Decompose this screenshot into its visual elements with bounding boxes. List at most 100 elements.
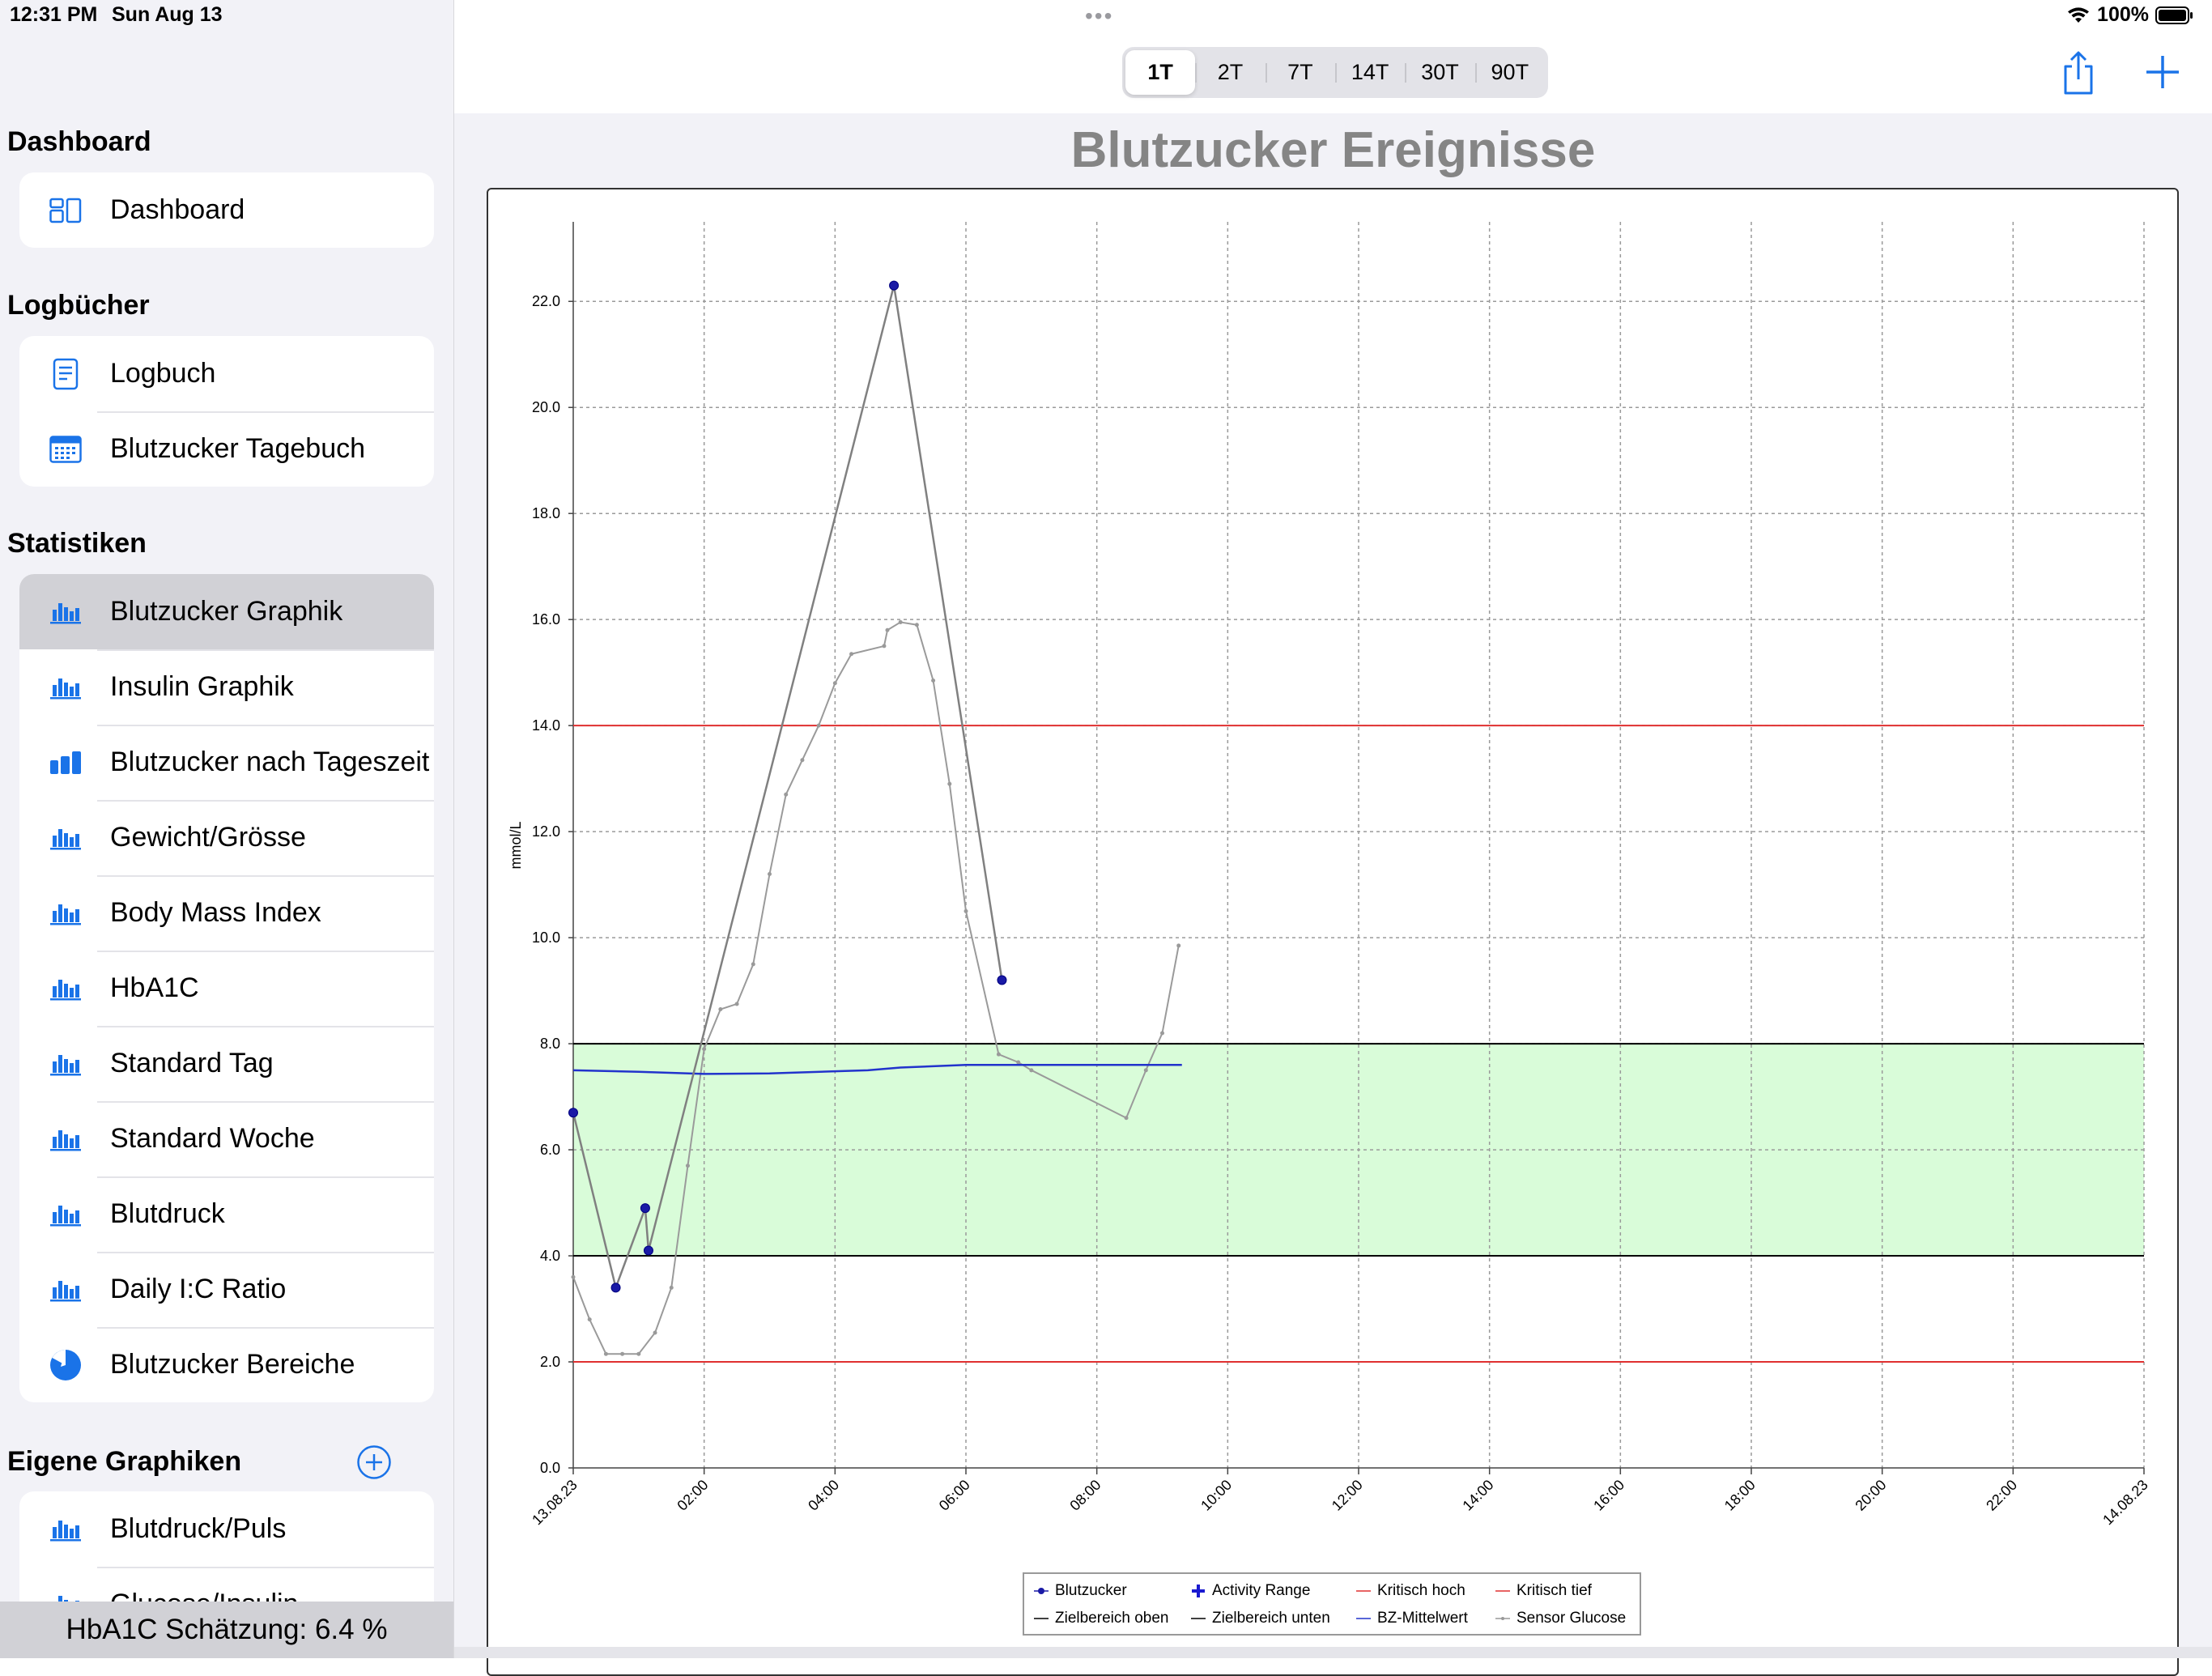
x-tick-label: 06:00 bbox=[936, 1477, 973, 1514]
x-tick-label: 18:00 bbox=[1721, 1477, 1759, 1514]
legend-line-icon bbox=[1495, 1590, 1510, 1592]
pie-chart-icon bbox=[49, 1348, 83, 1382]
x-tick-label: 14:00 bbox=[1460, 1477, 1497, 1514]
sidebar-item-label: Blutzucker Tagebuch bbox=[110, 433, 366, 464]
y-tick-label: 16.0 bbox=[532, 611, 560, 627]
legend-line-icon bbox=[1356, 1618, 1371, 1619]
data-point-blutzucker bbox=[568, 1108, 578, 1118]
sidebar-item-blutzucker-nach-tageszeit[interactable]: Blutzucker nach Tageszeit bbox=[19, 725, 434, 800]
x-tick-label: 20:00 bbox=[1853, 1477, 1890, 1514]
data-point-blutzucker bbox=[997, 975, 1007, 985]
y-axis-label: mmol/L bbox=[508, 821, 524, 869]
sidebar-item-blutzucker-bereiche[interactable]: Blutzucker Bereiche bbox=[19, 1327, 434, 1402]
blood-glucose-chart: 0.0 2.0 4.0 6.0 8.0 10.0 12.0 14.0 16.0 18.0 20.0 2… bbox=[508, 222, 2151, 1529]
data-point-sensor-glucose bbox=[931, 678, 936, 683]
status-time: 12:31 PM bbox=[10, 3, 98, 26]
legend-line-icon bbox=[1034, 1618, 1049, 1619]
sidebar-item-blutzucker-graphik[interactable]: Blutzucker Graphik bbox=[19, 574, 434, 649]
sidebar-item-insulin-graphik[interactable]: Insulin Graphik bbox=[19, 649, 434, 725]
bar-chart-icon bbox=[49, 1512, 83, 1546]
bar-chart-icon bbox=[49, 1047, 83, 1081]
hba1c-estimate-bar: HbA1C Schätzung: 6.4 % bbox=[0, 1602, 453, 1658]
legend-label: Zielbereich oben bbox=[1055, 1610, 1169, 1627]
main-content: 1T 2T 7T 14T 30T 90T Blutzucker Ereignis… bbox=[454, 0, 2212, 1676]
add-custom-chart-icon[interactable] bbox=[356, 1444, 392, 1480]
sidebar-item-logbuch[interactable]: Logbuch bbox=[19, 336, 434, 411]
logbook-icon bbox=[49, 357, 83, 391]
legend-label: Activity Range bbox=[1212, 1582, 1311, 1599]
y-tick-label: 12.0 bbox=[532, 823, 560, 840]
series-line-blutzucker bbox=[572, 284, 1003, 1289]
data-point-sensor-glucose bbox=[1029, 1068, 1034, 1073]
data-point-sensor-glucose bbox=[587, 1317, 592, 1322]
x-tick-label: 04:00 bbox=[805, 1477, 842, 1514]
battery-percent: 100% bbox=[2097, 3, 2149, 26]
sidebar-item-label: Blutzucker Bereiche bbox=[110, 1349, 355, 1380]
sidebar-item-standard-tag[interactable]: Standard Tag bbox=[19, 1026, 434, 1101]
segment-7t[interactable]: 7T bbox=[1265, 50, 1335, 95]
sidebar-item-hba1c[interactable]: HbA1C bbox=[19, 951, 434, 1026]
segment-90t[interactable]: 90T bbox=[1474, 50, 1545, 95]
data-point-sensor-glucose bbox=[1016, 1060, 1021, 1065]
y-tick-label: 10.0 bbox=[532, 929, 560, 946]
multitasking-dots-icon[interactable]: ••• bbox=[1085, 3, 1114, 28]
series-line-bz-mittelwert bbox=[572, 1064, 1182, 1075]
status-right: 100% bbox=[2066, 3, 2194, 27]
time-range-segmented-control: 1T 2T 7T 14T 30T 90T bbox=[1122, 47, 1548, 98]
legend-line-icon bbox=[1191, 1618, 1206, 1619]
section-title-dashboard: Dashboard bbox=[7, 126, 151, 157]
sidebar-item-gewicht-groesse[interactable]: Gewicht/Grösse bbox=[19, 800, 434, 875]
sidebar-item-blutdruck-puls[interactable]: Blutdruck/Puls bbox=[19, 1491, 434, 1567]
segment-14t[interactable]: 14T bbox=[1334, 50, 1405, 95]
sidebar-item-daily-ic-ratio[interactable]: Daily I:C Ratio bbox=[19, 1252, 434, 1327]
x-tick-label: 08:00 bbox=[1067, 1477, 1104, 1514]
data-point-blutzucker bbox=[889, 280, 900, 291]
bar-chart-icon bbox=[49, 1273, 83, 1307]
sidebar-item-standard-woche[interactable]: Standard Woche bbox=[19, 1101, 434, 1176]
group-statistiken: Blutzucker Graphik Insulin Graphik Blutz… bbox=[19, 574, 434, 1402]
sidebar-item-body-mass-index[interactable]: Body Mass Index bbox=[19, 875, 434, 951]
x-tick-label: 14.08.23 bbox=[2099, 1477, 2151, 1529]
data-point-sensor-glucose bbox=[702, 1047, 707, 1052]
sidebar-item-blutdruck[interactable]: Blutdruck bbox=[19, 1176, 434, 1252]
group-dashboard: Dashboard bbox=[19, 172, 434, 248]
chart-frame[interactable]: 0.0 2.0 4.0 6.0 8.0 10.0 12.0 14.0 16.0 18.0 20.0 2… bbox=[487, 188, 2179, 1676]
sidebar-item-label: Dashboard bbox=[110, 194, 245, 225]
legend-item-zielbereich-oben: Zielbereich oben bbox=[1034, 1610, 1168, 1627]
legend-label: Kritisch hoch bbox=[1377, 1582, 1465, 1599]
x-tick-label: 13.08.23 bbox=[529, 1477, 581, 1529]
sidebar-item-label: Blutdruck bbox=[110, 1198, 225, 1229]
section-title-eigene-graphiken: Eigene Graphiken bbox=[7, 1446, 242, 1477]
x-tick-label: 16:00 bbox=[1590, 1477, 1627, 1514]
x-tick-label: 02:00 bbox=[674, 1477, 712, 1514]
bottom-strip bbox=[454, 1647, 2212, 1658]
bar-chart-icon bbox=[49, 1122, 83, 1156]
wifi-icon bbox=[2068, 6, 2090, 23]
sidebar-item-label: HbA1C bbox=[110, 972, 199, 1003]
legend-label: Zielbereich unten bbox=[1212, 1610, 1330, 1627]
section-title-statistiken: Statistiken bbox=[7, 528, 147, 559]
data-point-sensor-glucose bbox=[947, 781, 952, 786]
segment-2t[interactable]: 2T bbox=[1195, 50, 1265, 95]
data-point-sensor-glucose bbox=[768, 872, 772, 877]
data-point-sensor-glucose bbox=[914, 623, 919, 627]
legend-item-kritisch-hoch: Kritisch hoch bbox=[1356, 1582, 1465, 1600]
sidebar-item-label: Gewicht/Grösse bbox=[110, 822, 306, 853]
add-icon[interactable] bbox=[2142, 52, 2183, 92]
legend-item-kritisch-tief: Kritisch tief bbox=[1495, 1582, 1592, 1600]
bar-chart-icon bbox=[49, 595, 83, 629]
group-logbuecher: Logbuch Blutzucker Tagebuch bbox=[19, 336, 434, 487]
segment-1t[interactable]: 1T bbox=[1125, 50, 1196, 95]
sidebar-item-blutzucker-tagebuch[interactable]: Blutzucker Tagebuch bbox=[19, 411, 434, 487]
sidebar-item-dashboard[interactable]: Dashboard bbox=[19, 172, 434, 248]
sidebar-item-label: Standard Woche bbox=[110, 1123, 315, 1154]
share-icon[interactable] bbox=[2059, 50, 2098, 96]
sidebar-item-label: Blutzucker Graphik bbox=[110, 596, 343, 627]
section-title-logbuecher: Logbücher bbox=[7, 290, 150, 321]
segment-30t[interactable]: 30T bbox=[1405, 50, 1474, 95]
bar-chart-icon bbox=[49, 972, 83, 1006]
legend-item-activity-range: Activity Range bbox=[1191, 1582, 1310, 1600]
bar-chart-icon bbox=[49, 821, 83, 855]
chart-area: Blutzucker Ereignisse 0.0 2.0 4.0 6.0 8.0 10.… bbox=[454, 113, 2212, 1676]
y-tick-label: 18.0 bbox=[532, 505, 560, 521]
